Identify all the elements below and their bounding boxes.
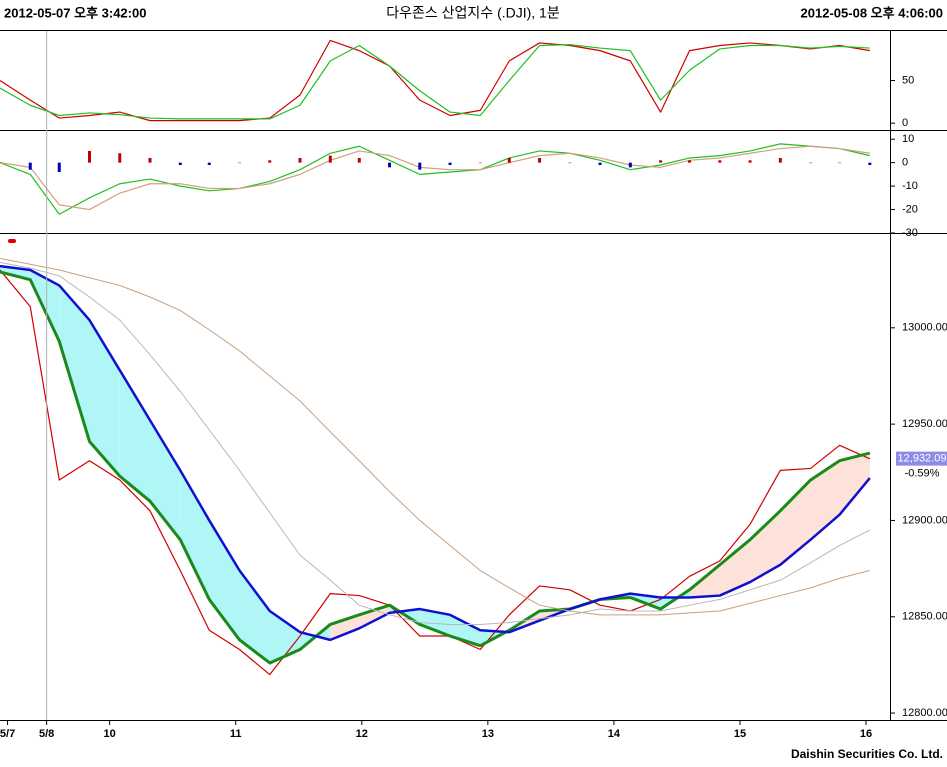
- x-tick-label: 5/8: [39, 728, 54, 740]
- ma-fill: [119, 370, 151, 502]
- histogram-bar: [538, 157, 542, 163]
- footer: Daishin Securities Co. Ltd.: [791, 747, 943, 761]
- last-price-box: [896, 451, 947, 466]
- x-tick-label: 16: [860, 728, 872, 740]
- plot: [0, 257, 871, 676]
- chart-title: 다우존스 산업지수 (.DJI), 1분: [386, 5, 560, 21]
- y-tick-label: -10: [902, 180, 918, 192]
- histogram-bar: [118, 153, 122, 163]
- y-tick-label: 10: [902, 133, 914, 145]
- ma-fill: [330, 614, 360, 640]
- x-tick-label: 12: [356, 728, 368, 740]
- histogram-bar: [238, 162, 242, 164]
- y-tick-label: 12900.00: [902, 514, 947, 526]
- histogram-bar: [28, 162, 32, 170]
- series-line: [0, 143, 870, 215]
- histogram-bar: [357, 157, 361, 163]
- y-tick-label: 12800.00: [902, 707, 947, 719]
- y-tick-label: 13000.00: [902, 322, 947, 334]
- ma-fill: [750, 510, 781, 583]
- histogram-bar: [809, 162, 813, 164]
- ma-fill: [209, 520, 240, 640]
- frame: [0, 30, 947, 721]
- start-time: 2012-05-07 오후 3:42:00: [4, 5, 146, 20]
- x-tick-label: 11: [230, 728, 242, 740]
- y-tick-label: -30: [902, 227, 918, 239]
- histogram-bar: [659, 160, 663, 163]
- histogram-bar: [178, 162, 182, 165]
- histogram-bar: [88, 150, 92, 163]
- x-tick-label: 13: [482, 728, 494, 740]
- histogram-bar: [268, 160, 272, 163]
- histogram-bar: [57, 162, 61, 173]
- y-tick-label: 12950.00: [902, 418, 947, 430]
- histogram-bar: [328, 155, 332, 163]
- histogram-bar: [688, 160, 692, 163]
- ma-fill: [239, 570, 270, 663]
- histogram-bar: [0, 162, 2, 164]
- series-line: [0, 145, 870, 211]
- y-tick-label: 0: [902, 157, 908, 169]
- histogram-bar: [598, 162, 602, 165]
- histogram-bar: [868, 162, 872, 165]
- series-line: [0, 261, 871, 625]
- series-line: [0, 270, 871, 665]
- x-tick-label: 15: [734, 728, 746, 740]
- x-tick-label: 5/7: [0, 728, 15, 740]
- histogram-bar: [418, 162, 422, 170]
- histogram-bar: [628, 162, 632, 168]
- histogram-bar: [507, 157, 511, 163]
- series-line: [0, 39, 870, 122]
- histogram-bar: [148, 157, 152, 163]
- change-label: -0.59%: [905, 468, 940, 480]
- histogram-bar: [568, 162, 572, 164]
- end-time: 2012-05-08 오후 4:06:00: [801, 5, 943, 20]
- ma-fill: [180, 470, 210, 600]
- ma-fill: [780, 479, 811, 565]
- histogram-bar: [298, 157, 302, 163]
- plot: [0, 39, 870, 122]
- ma-fill: [419, 609, 451, 637]
- marker: [8, 239, 16, 243]
- histogram-bar: [448, 162, 452, 165]
- histogram-bar: [388, 162, 392, 168]
- histogram-bar: [718, 160, 722, 163]
- ma-fill: [359, 605, 390, 629]
- y-tick-label: -20: [902, 203, 918, 215]
- ma-fill: [59, 285, 90, 442]
- histogram-bar: [748, 160, 752, 163]
- x-tick-label: 10: [104, 728, 116, 740]
- plot: [0, 143, 872, 215]
- series-line: [0, 264, 871, 642]
- histogram-bar: [478, 162, 482, 164]
- series-line: [0, 269, 871, 676]
- y-tick-label: 0: [902, 117, 908, 129]
- series-line: [0, 44, 870, 120]
- ma-fill: [839, 453, 870, 515]
- y-tick-label: 12850.00: [902, 611, 947, 623]
- series-line: [0, 257, 870, 616]
- ma-fill: [269, 610, 301, 663]
- histogram-bar: [207, 162, 211, 165]
- histogram-bar: [838, 162, 842, 164]
- x-tick-label: 14: [608, 728, 621, 740]
- last-price-label: 12,932.09: [898, 453, 947, 465]
- ma-fill: [719, 539, 751, 596]
- y-tick-label: 50: [902, 74, 914, 86]
- histogram-bar: [778, 157, 782, 163]
